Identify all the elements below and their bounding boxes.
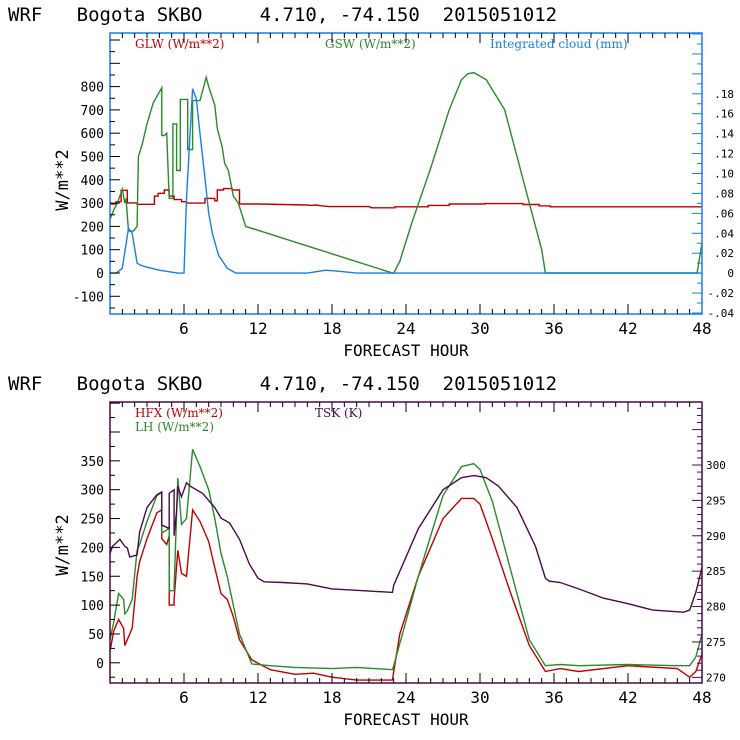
x-tick-label: 12 [248,319,267,338]
y2-tick-label: .06 [714,207,734,220]
legend-entry: HFX (W/m**2) [135,406,223,420]
x-tick-label: 36 [544,319,563,338]
legend-entry: Integrated cloud (mm) [490,37,628,51]
y2-tick-label: .18 [714,88,734,101]
y2-tick-label: .02 [714,247,734,260]
y-tick-label: 400 [81,174,104,189]
y2-tick-label: .10 [714,168,734,181]
panel-title: WRF Bogota SKBO 4.710, -74.150 201505101… [8,373,557,395]
x-axis: 6 12 18 24 30 36 42 48 [121,402,712,707]
y-tick-label: 700 [81,104,104,119]
panel-heat-flux: WRF Bogota SKBO 4.710, -74.150 201505101… [8,373,726,729]
series-group [109,71,703,274]
y-tick-label: 100 [81,599,104,614]
y2-tick-label: -.02 [708,287,735,300]
y2-tick-label: .14 [714,128,734,141]
y2-tick-label: .08 [714,187,734,200]
series-line-lh [109,449,703,671]
y-axis-left: 0 50 100 150 200 250 300 350 [81,402,120,678]
x-axis-label: FORECAST HOUR [343,341,469,360]
y2-tick-label: 290 [706,530,726,543]
y2-tick-label: 300 [706,459,726,472]
panel-title: WRF Bogota SKBO 4.710, -74.150 201505101… [8,4,557,26]
x-tick-label: 6 [179,688,189,707]
y-axis-right: -.04 -.02 0 .02 .04 .06 .08 .10 .12 .14 .16 .18 [692,33,735,320]
y-axis-label: W/m**2 [53,514,73,575]
y2-tick-label: -.04 [708,307,735,320]
legend-entry: GLW (W/m**2) [135,37,224,51]
y-axis-left: -100 0 100 200 300 400 500 600 700 800 [73,39,120,309]
y-tick-label: 0 [96,267,104,282]
series-line-gsw [109,71,703,274]
y2-tick-label: 280 [706,601,726,614]
legend-entry: TSK (K) [315,406,362,420]
y-tick-label: 350 [81,455,104,470]
y-axis-right: 270 275 280 285 290 295 300 [692,407,726,684]
y-tick-label: 800 [81,81,104,96]
y-tick-label: -100 [73,290,104,305]
x-tick-label: 42 [618,319,637,338]
series-group [109,449,703,681]
x-axis-label: FORECAST HOUR [343,710,469,729]
x-tick-label: 18 [322,688,341,707]
y-tick-label: 300 [81,484,104,499]
y2-tick-label: .04 [714,227,734,240]
x-axis: 6 12 18 24 30 36 42 48 [121,33,712,338]
legend-entry: GSW (W/m**2) [325,37,416,51]
x-tick-label: 42 [618,688,637,707]
y2-tick-label: 275 [706,636,726,649]
x-tick-label: 6 [179,319,189,338]
x-tick-label: 36 [544,688,563,707]
series-line-integrated [110,88,702,274]
legend: GLW (W/m**2) GSW (W/m**2) Integrated cloud… [135,37,628,51]
y2-tick-label: 285 [706,565,726,578]
x-tick-label: 24 [396,688,415,707]
panel-radiation: WRF Bogota SKBO 4.710, -74.150 201505101… [8,4,734,360]
y2-tick-label: 0 [727,267,734,280]
series-line-tsk [109,474,703,613]
y-tick-label: 50 [88,628,104,643]
y-tick-label: 300 [81,197,104,212]
legend-entry: LH (W/m**2) [135,420,214,434]
y-tick-label: 100 [81,244,104,259]
legend: HFX (W/m**2)LH (W/m**2) TSK (K) [135,406,362,434]
x-tick-label: 24 [396,319,415,338]
y-tick-label: 200 [81,541,104,556]
y-tick-label: 500 [81,150,104,165]
y2-tick-label: .16 [714,108,734,121]
x-tick-label: 30 [470,319,489,338]
x-tick-label: 48 [692,688,711,707]
series-line-glw [110,187,702,209]
y2-tick-label: 270 [706,671,726,684]
series-line-hfx [109,497,703,681]
x-tick-label: 30 [470,688,489,707]
x-tick-label: 48 [692,319,711,338]
x-tick-label: 18 [322,319,341,338]
y-tick-label: 0 [96,657,104,672]
y2-tick-label: 295 [706,494,726,507]
y2-tick-label: .12 [714,148,734,161]
y-tick-label: 150 [81,570,104,585]
y-tick-label: 600 [81,127,104,142]
x-tick-label: 12 [248,688,267,707]
y-tick-label: 200 [81,220,104,235]
y-axis-label: W/m**2 [53,149,73,210]
y-tick-label: 250 [81,513,104,528]
